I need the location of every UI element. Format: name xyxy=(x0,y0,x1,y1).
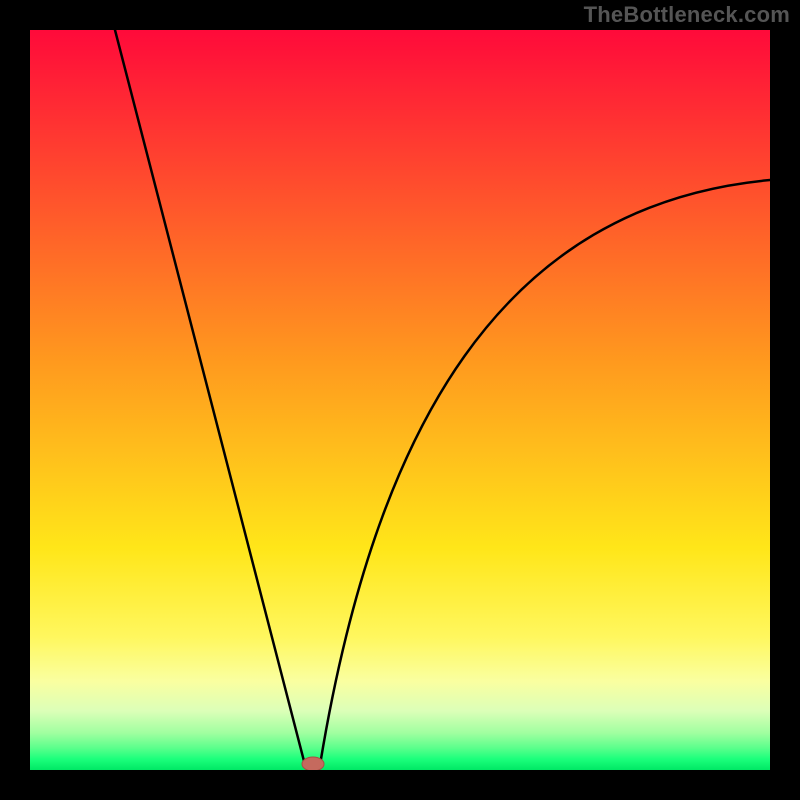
chart-container: TheBottleneck.com xyxy=(0,0,800,800)
watermark-text: TheBottleneck.com xyxy=(584,2,790,28)
curve-overlay xyxy=(30,30,770,770)
bottleneck-curve xyxy=(115,30,770,765)
minimum-marker xyxy=(302,757,324,770)
